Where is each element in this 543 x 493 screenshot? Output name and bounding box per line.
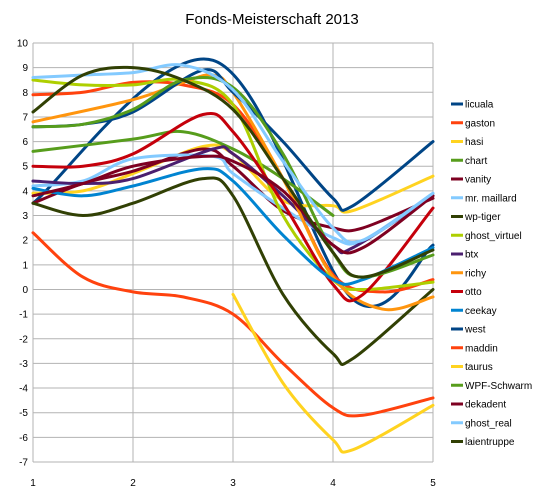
y-tick-label: 1 xyxy=(22,260,28,271)
series-line-ceekay xyxy=(31,167,435,286)
y-tick-label: -5 xyxy=(19,408,28,419)
y-tick-label: 3 xyxy=(22,211,28,222)
y-tick-label: 5 xyxy=(22,162,28,173)
series-line-ghost-real xyxy=(31,63,435,245)
legend-label-otto: otto xyxy=(465,287,482,298)
series-line-otto xyxy=(31,112,435,303)
y-tick-label: 6 xyxy=(22,137,28,148)
legend-label-laientruppe: laientruppe xyxy=(465,437,515,448)
y-tick-label: 7 xyxy=(22,112,28,123)
legend: licuala gaston hasi chart vanity mr. maillard… xyxy=(451,100,532,448)
y-tick-label: 8 xyxy=(22,88,28,99)
chart-title: Fonds-Meisterschaft 2013 xyxy=(185,11,358,28)
x-tick-label: 3 xyxy=(230,478,236,489)
x-tick-label: 4 xyxy=(330,478,336,489)
y-tick-label: 4 xyxy=(22,186,28,197)
legend-label-wpf-schwarm: WPF-Schwarm xyxy=(465,381,532,392)
y-tick-label: -6 xyxy=(19,433,28,444)
legend-label-dekadent: dekadent xyxy=(465,400,506,411)
legend-label-hasi: hasi xyxy=(465,137,483,148)
legend-label-wp-tiger: wp-tiger xyxy=(464,212,501,223)
series-lines xyxy=(31,57,435,454)
series-line-wp-tiger xyxy=(31,176,435,366)
legend-label-gaston: gaston xyxy=(465,118,495,129)
legend-label-licuala: licuala xyxy=(465,100,494,111)
x-tick-label: 1 xyxy=(30,478,36,489)
y-tick-label: 2 xyxy=(22,236,28,247)
y-tick-label: -7 xyxy=(19,458,28,469)
legend-label-vanity: vanity xyxy=(465,175,491,186)
y-tick-label: -1 xyxy=(19,310,28,321)
legend-label-btx: btx xyxy=(465,250,478,261)
series-line-btx xyxy=(31,145,435,255)
legend-label-maddin: maddin xyxy=(465,343,498,354)
legend-label-ceekay: ceekay xyxy=(465,306,497,317)
legend-label-mr-maillard: mr. maillard xyxy=(465,193,517,204)
legend-label-chart: chart xyxy=(465,156,487,167)
legend-label-ghost-real: ghost_real xyxy=(465,418,512,429)
y-tick-label: 10 xyxy=(17,39,29,50)
series-line-laientruppe xyxy=(31,65,435,279)
x-tick-label: 2 xyxy=(130,478,136,489)
y-tick-label: -2 xyxy=(19,334,28,345)
legend-label-ghost-virtuel: ghost_virtuel xyxy=(465,231,522,242)
series-line-taurus xyxy=(231,292,435,454)
y-tick-label: -3 xyxy=(19,359,28,370)
legend-label-richy: richy xyxy=(465,268,486,279)
y-tick-label: -4 xyxy=(19,384,28,395)
series-line-dekadent xyxy=(31,154,435,255)
series-line-maddin xyxy=(31,231,435,418)
legend-label-taurus: taurus xyxy=(465,362,493,373)
x-tick-label: 5 xyxy=(430,478,436,489)
y-tick-label: 9 xyxy=(22,63,28,74)
y-tick-label: 0 xyxy=(22,285,28,296)
legend-label-west: west xyxy=(464,325,486,336)
